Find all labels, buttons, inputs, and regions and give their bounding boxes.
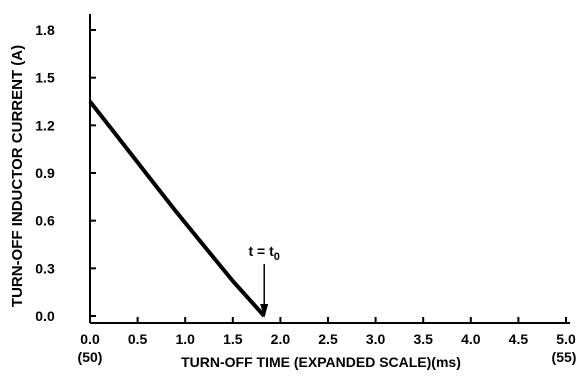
y-ticks: 0.0 0.3 0.6 0.9 1.2 1.5 1.8 <box>35 22 96 324</box>
x-axis-label: TURN-OFF TIME (EXPANDED SCALE)(ms) <box>181 354 461 370</box>
y-tick-label: 0.9 <box>35 165 55 181</box>
y-tick-label: 0.3 <box>35 260 55 276</box>
x-tick-label: 4.0 <box>461 331 481 347</box>
y-tick-label: 0.6 <box>35 213 55 229</box>
t0-label-main: t = t <box>249 243 275 259</box>
y-tick-label: 1.2 <box>35 117 55 133</box>
t0-arrow-head <box>260 304 269 318</box>
t0-label-sub: 0 <box>274 251 280 263</box>
x-tick-label: 2.5 <box>318 331 338 347</box>
y-tick-label: 0.0 <box>35 308 55 324</box>
x-tick-label: 1.0 <box>175 331 195 347</box>
x-tick-label: 0.0 <box>80 331 100 347</box>
x-tick-label: 4.5 <box>509 331 529 347</box>
x-tick-label: 3.5 <box>413 331 433 347</box>
x-tick-label: 3.0 <box>366 331 386 347</box>
x-tick-label: 5.0 <box>556 331 576 347</box>
x-tick-label: 2.0 <box>271 331 291 347</box>
series-line <box>88 100 266 318</box>
x-secondary-label-left: (50) <box>78 349 103 365</box>
x-ticks: 0.0 0.5 1.0 1.5 2.0 2.5 3.0 3.5 4.0 4.5 5.0 <box>80 317 576 347</box>
y-tick-label: 1.8 <box>35 22 55 38</box>
y-axis-label: TURN-OFF INDUCTOR CURRENT (A) <box>9 45 26 307</box>
x-secondary-label-right: (55) <box>552 349 577 365</box>
y-tick-label: 1.5 <box>35 70 55 86</box>
t0-label: t = t0 <box>249 243 280 263</box>
x-tick-label: 1.5 <box>223 331 243 347</box>
x-tick-label: 0.5 <box>128 331 148 347</box>
t0-annotation: t = t0 <box>249 243 280 318</box>
